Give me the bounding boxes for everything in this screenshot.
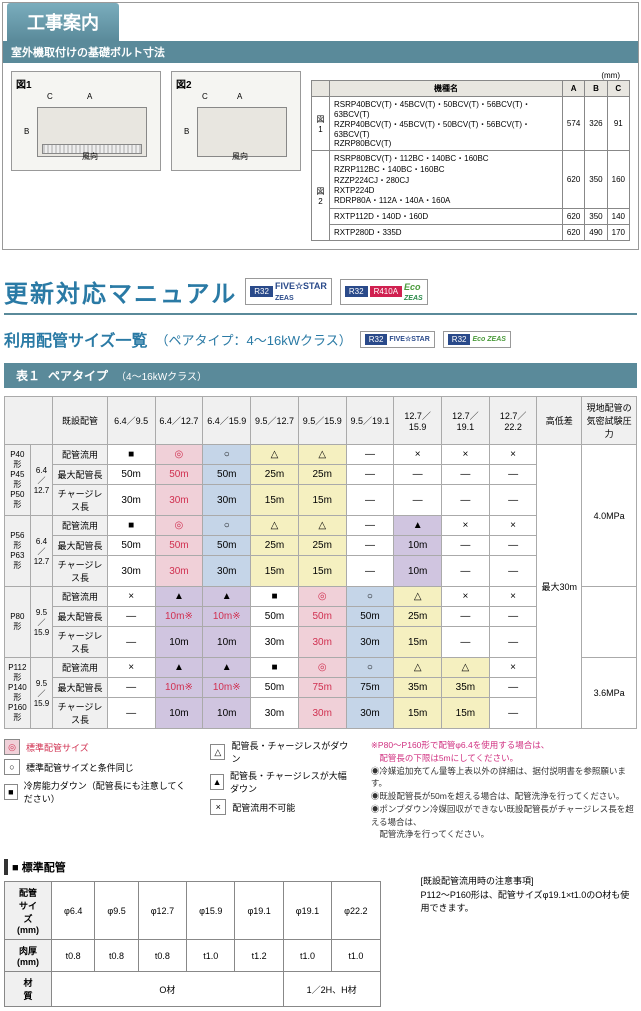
standard-pipe-title: ■ 標準配管 [4, 859, 637, 875]
spec-table: 機種名ABC 図1RSRP40BCV(T)・45BCV(T)・50BCV(T)・… [311, 80, 630, 241]
installation-guide-section: 工事案内 室外機取付けの基礎ボルト寸法 図1 C A B 風向 図2 C A B… [2, 2, 639, 250]
badge-fivestar: R32FIVE☆STARZEAS [245, 278, 332, 305]
standard-pipe-table: 配管サイズ(mm)φ6.4φ9.5φ12.7φ15.9φ19.1φ19.1φ22… [4, 881, 381, 1007]
section1-subtitle: 室外機取付けの基礎ボルト寸法 [3, 41, 638, 63]
diagram-2-label: 図2 [176, 76, 192, 91]
manual-title: 更新対応マニュアル [4, 274, 237, 309]
unit-mm: (mm) [311, 71, 630, 80]
standard-pipe-notes: [既設配管流用時の注意事項] P112～P160形は、配管サイズφ19.1×t1… [421, 875, 637, 916]
manual-section: 更新対応マニュアル R32FIVE☆STARZEAS R32R410AEcoZE… [0, 270, 641, 1011]
diagram-1-label: 図1 [16, 76, 32, 91]
badge-eco-small: R32Eco ZEAS [443, 331, 511, 348]
section1-title: 工事案内 [7, 3, 119, 41]
diagram-1: 図1 C A B 風向 [11, 71, 161, 171]
badge-eco: R32R410AEcoZEAS [340, 279, 428, 305]
pipe-size-table: 既設配管6.4／9.56.4／12.76.4／15.99.5／12.79.5／1… [4, 396, 637, 729]
diagram-2: 図2 C A B 風向 [171, 71, 301, 171]
pipe-size-title: 利用配管サイズ一覧 [4, 327, 148, 351]
badge-fivestar-small: R32FIVE☆STAR [360, 331, 435, 348]
legend: ◎標準配管サイズ○標準配管サイズと条件同じ■冷房能力ダウン（配管長にも注意してく… [4, 739, 637, 841]
pipe-size-note: （ペアタイプ：4～16kWクラス） [156, 330, 352, 349]
table1-label: 表１ ペアタイプ （4～16kWクラス） [4, 363, 637, 388]
